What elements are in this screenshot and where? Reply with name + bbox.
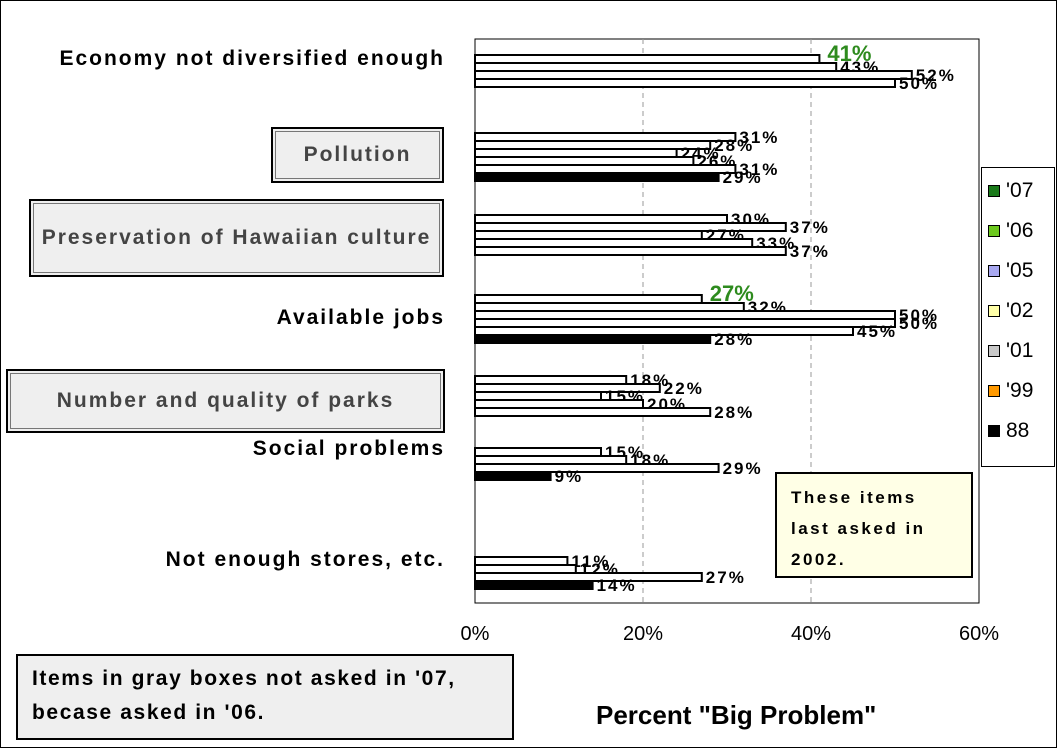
legend-swatch xyxy=(988,225,1000,237)
bar-3-5 xyxy=(475,335,710,343)
bar-4-2 xyxy=(475,392,601,400)
category-label: Number and quality of parks xyxy=(6,369,445,433)
category-label: Not enough stores, etc. xyxy=(15,545,445,575)
bar-3-0 xyxy=(475,295,702,303)
bar-6-2 xyxy=(475,573,702,581)
x-axis-title: Percent "Big Problem" xyxy=(596,700,876,731)
legend-swatch xyxy=(988,185,1000,197)
bar-2-4 xyxy=(475,247,786,255)
bar-value-label: 28% xyxy=(714,403,754,422)
note-gray-text: Items in gray boxes not asked in '07, be… xyxy=(32,667,456,724)
legend-label: '02 xyxy=(1006,299,1033,323)
bar-2-2 xyxy=(475,231,702,239)
bar-value-label: 50% xyxy=(899,74,939,93)
bar-value-label: 29% xyxy=(723,459,763,478)
bar-value-label: 28% xyxy=(714,330,754,349)
bar-value-label: 9% xyxy=(555,467,584,486)
bar-5-1 xyxy=(475,456,626,464)
bar-value-label: 37% xyxy=(790,242,830,261)
legend-swatch xyxy=(988,345,1000,357)
legend-item: '07 xyxy=(988,176,1033,206)
bar-1-2 xyxy=(475,149,677,157)
bar-0-1 xyxy=(475,63,836,71)
x-tick-label: 40% xyxy=(791,623,831,645)
bar-0-3 xyxy=(475,79,895,87)
legend-label: '06 xyxy=(1006,219,1033,243)
bar-value-label: 14% xyxy=(597,576,637,595)
category-label: Available jobs xyxy=(15,303,445,333)
legend-label: 88 xyxy=(1006,419,1029,443)
bar-6-0 xyxy=(475,557,567,565)
category-label: Social problems xyxy=(15,434,445,464)
bar-4-3 xyxy=(475,400,643,408)
bar-6-1 xyxy=(475,565,576,573)
bar-value-label: 27% xyxy=(706,568,746,587)
bar-3-4 xyxy=(475,327,853,335)
bar-5-2 xyxy=(475,464,719,472)
legend-label: '01 xyxy=(1006,339,1033,363)
legend: '07 '06 '05 '02 '01 '99 88 xyxy=(981,167,1055,467)
x-tick-label: 20% xyxy=(623,623,663,645)
bar-1-0 xyxy=(475,133,735,141)
note-2002-text: These items last asked in 2002. xyxy=(791,488,926,569)
x-tick-label: 0% xyxy=(461,623,490,645)
note-2002-items: These items last asked in 2002. xyxy=(775,472,973,578)
bar-1-3 xyxy=(475,157,693,165)
bar-4-4 xyxy=(475,408,710,416)
category-label: Pollution xyxy=(271,127,444,183)
bar-0-0 xyxy=(475,55,819,63)
bar-1-4 xyxy=(475,165,735,173)
legend-item: 88 xyxy=(988,416,1029,446)
bar-0-2 xyxy=(475,71,912,79)
legend-item: '99 xyxy=(988,376,1033,406)
x-tick-label: 60% xyxy=(959,623,999,645)
legend-label: '99 xyxy=(1006,379,1033,403)
bar-3-3 xyxy=(475,319,895,327)
legend-label: '05 xyxy=(1006,259,1033,283)
bar-3-1 xyxy=(475,303,744,311)
bar-5-3 xyxy=(475,472,551,480)
bar-5-0 xyxy=(475,448,601,456)
category-label: Preservation of Hawaiian culture xyxy=(29,199,444,277)
legend-swatch xyxy=(988,425,1000,437)
bar-value-label: 50% xyxy=(899,314,939,333)
bar-value-label: 29% xyxy=(723,168,763,187)
legend-swatch xyxy=(988,305,1000,317)
bar-2-3 xyxy=(475,239,752,247)
bar-1-5 xyxy=(475,173,719,181)
category-label: Economy not diversified enough xyxy=(15,44,445,74)
legend-item: '02 xyxy=(988,296,1033,326)
bar-1-1 xyxy=(475,141,710,149)
legend-swatch xyxy=(988,385,1000,397)
legend-item: '06 xyxy=(988,216,1033,246)
bar-3-2 xyxy=(475,311,895,319)
legend-swatch xyxy=(988,265,1000,277)
bar-6-3 xyxy=(475,581,593,589)
bar-2-0 xyxy=(475,215,727,223)
legend-item: '05 xyxy=(988,256,1033,286)
note-gray-boxes: Items in gray boxes not asked in '07, be… xyxy=(16,654,514,740)
bar-4-0 xyxy=(475,376,626,384)
legend-label: '07 xyxy=(1006,179,1033,203)
bar-value-label: 45% xyxy=(857,322,897,341)
legend-item: '01 xyxy=(988,336,1033,366)
